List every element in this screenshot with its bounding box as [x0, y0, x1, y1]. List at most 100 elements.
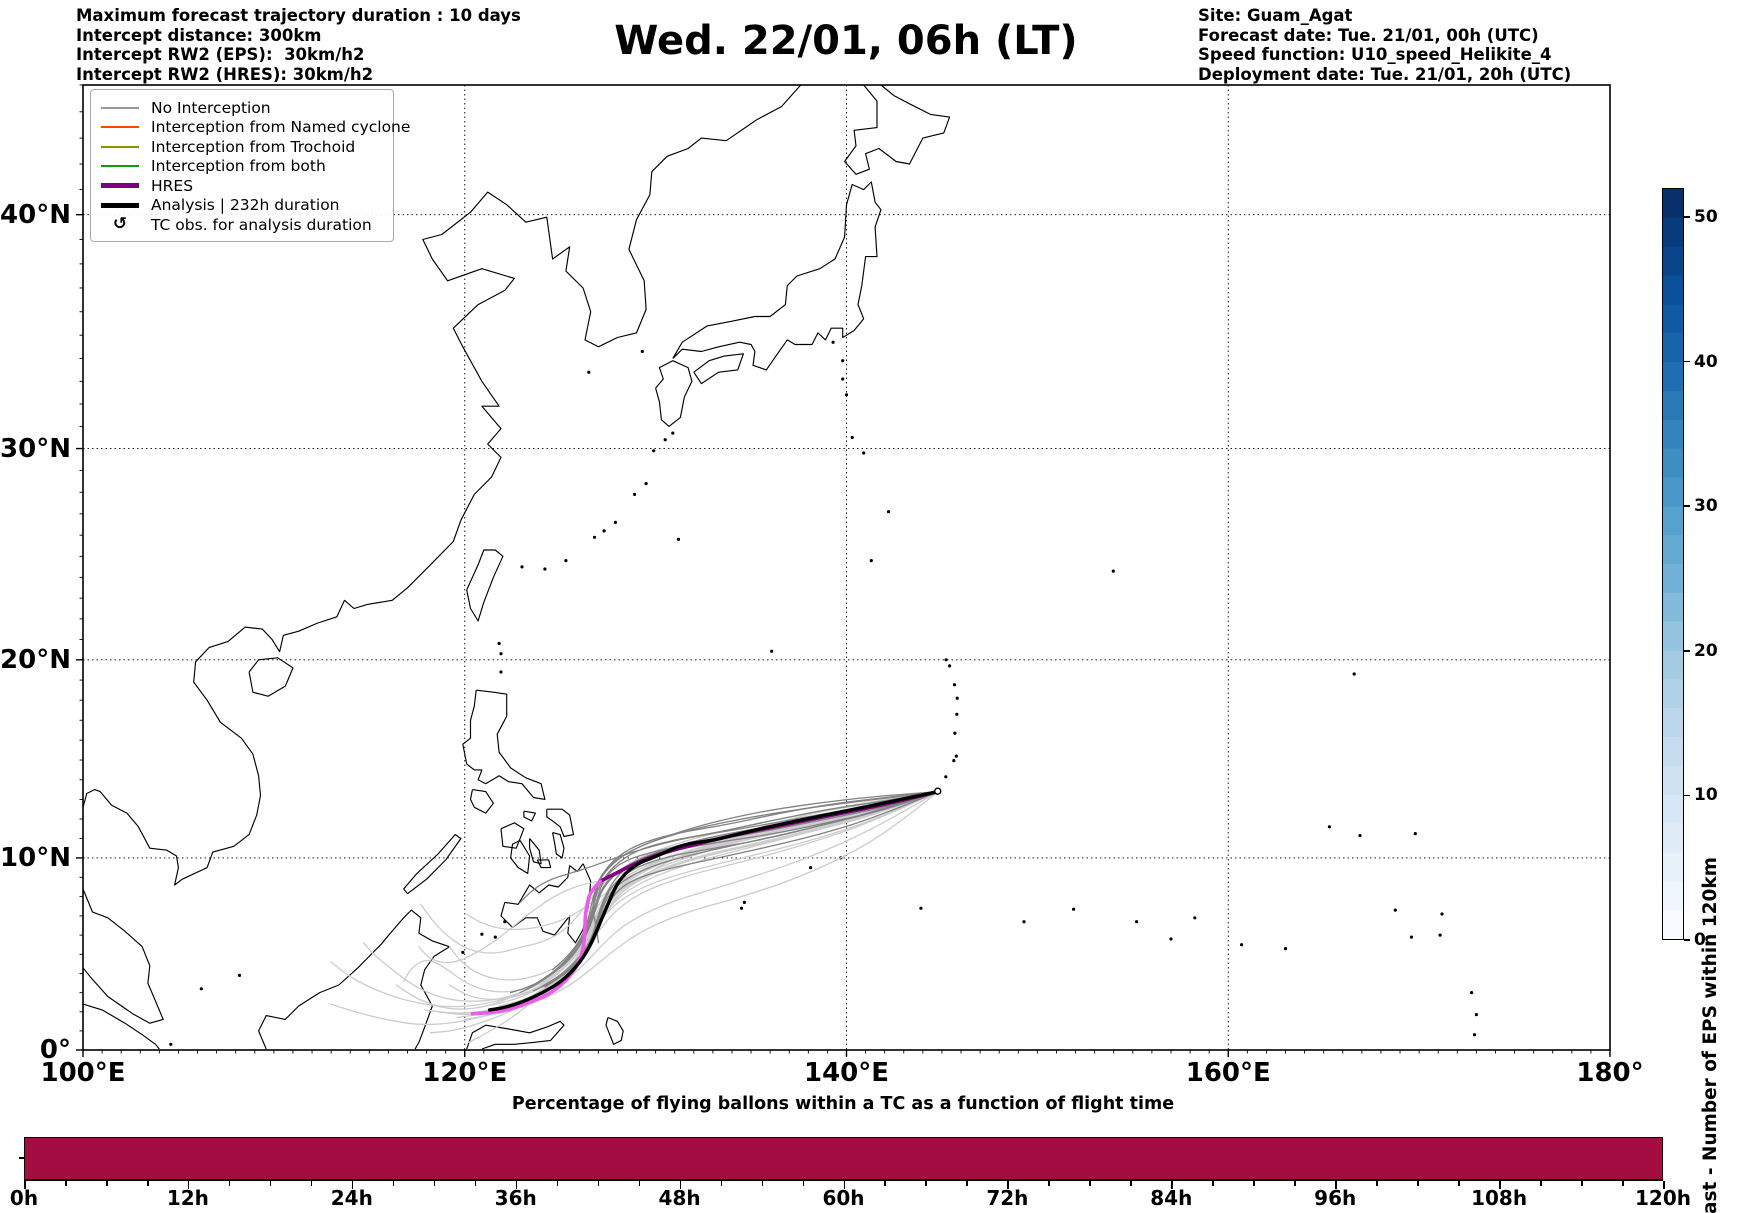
bottom-x-tick-label: 96h — [1314, 1186, 1357, 1210]
analysis-track — [487, 789, 940, 1012]
island-dot — [952, 683, 957, 687]
bottom-x-tick — [1007, 1181, 1009, 1189]
island-dot — [613, 520, 618, 525]
island-dot — [602, 529, 606, 533]
legend-line-icon — [101, 126, 139, 129]
island-dot — [944, 775, 948, 779]
coastline — [469, 789, 494, 814]
island-dot — [955, 696, 959, 700]
island-dot — [1327, 825, 1331, 829]
bottom-x-tick — [1048, 1181, 1050, 1186]
island-dot — [1413, 832, 1417, 836]
bottom-x-tick — [1171, 1181, 1173, 1189]
legend-row: ↺ TC obs. for analysis duration — [101, 215, 383, 235]
bottom-x-tick — [1458, 1181, 1460, 1186]
island-dot — [199, 987, 203, 991]
coastline — [552, 832, 565, 859]
ensemble-member-light — [330, 790, 939, 1008]
ensemble-member-light — [456, 790, 939, 1019]
bottom-x-tick — [310, 1181, 313, 1186]
island-dot — [499, 652, 503, 656]
legend-line-icon — [101, 145, 139, 148]
bottom-x-tick — [1130, 1181, 1132, 1186]
legend-label: Interception from Named cyclone — [151, 118, 411, 137]
coastline — [672, 181, 882, 371]
island-dot — [237, 973, 242, 978]
bottom-x-tick — [1663, 1181, 1665, 1189]
header-left-block: Maximum forecast trajectory duration : 1… — [76, 6, 521, 84]
bottom-x-tick — [1417, 1181, 1419, 1186]
island-dot — [676, 537, 681, 542]
colorbar-tick-label: 0 — [1694, 930, 1706, 950]
colorbar-tick — [1684, 794, 1690, 797]
coastline — [605, 1016, 624, 1045]
header-right-block: Site: Guam_Agat Forecast date: Tue. 21/01… — [1198, 6, 1571, 84]
island-dot — [1135, 920, 1139, 924]
island-dot — [671, 431, 675, 435]
island-dot — [543, 567, 547, 571]
island-dot — [652, 449, 656, 453]
bottom-x-tick-label: 72h — [986, 1186, 1029, 1210]
legend-label: TC obs. for analysis duration — [151, 215, 372, 234]
legend-line-icon — [101, 202, 139, 208]
legend-row: Interception from both — [101, 157, 383, 177]
island-dot — [948, 664, 952, 668]
coastline — [546, 808, 575, 838]
island-dot — [1352, 672, 1356, 676]
bottom-x-tick — [1376, 1181, 1378, 1186]
coastline — [248, 657, 294, 697]
ensemble-member-light — [395, 790, 939, 1010]
y-tick-label: 40°N — [0, 199, 71, 230]
coastline — [82, 1003, 160, 1050]
colorbar-tick — [1684, 360, 1690, 363]
bottom-x-tick-label: 12h — [166, 1186, 209, 1210]
bottom-x-tick — [1335, 1181, 1337, 1189]
legend-row: No Interception — [101, 98, 383, 118]
island-dot — [1111, 569, 1115, 573]
ensemble-member-dark — [519, 790, 939, 904]
bottom-chart-axis — [24, 1180, 1663, 1181]
island-dot — [1440, 912, 1444, 916]
island-dot — [663, 438, 667, 442]
island-dot — [1393, 908, 1397, 912]
island-dot — [831, 340, 835, 344]
bottom-x-tick — [228, 1181, 231, 1186]
coastline — [462, 689, 546, 800]
bottom-x-tick — [269, 1181, 272, 1186]
island-dot — [886, 510, 891, 514]
island-dot — [844, 393, 849, 397]
island-dot — [633, 492, 637, 496]
island-dot — [1438, 933, 1442, 937]
bottom-x-tick-label: 108h — [1471, 1186, 1528, 1210]
y-tick-label: 30°N — [0, 433, 71, 464]
island-dot — [955, 712, 959, 716]
island-dot — [499, 670, 503, 674]
island-dot — [841, 377, 845, 381]
island-dot — [503, 920, 507, 924]
coastline — [258, 909, 451, 1050]
bottom-x-tick-label: 24h — [330, 1186, 373, 1210]
bottom-x-tick — [474, 1181, 477, 1186]
tc-obs-marker-icon: ↺ — [112, 214, 128, 235]
colorbar-tick-label: 50 — [1694, 206, 1718, 227]
coastline — [693, 353, 744, 385]
ensemble-member-light — [362, 790, 939, 1002]
island-dot — [497, 641, 501, 646]
colorbar — [1662, 188, 1684, 940]
island-dot — [1022, 920, 1026, 924]
bottom-x-tick — [884, 1181, 887, 1186]
bottom-x-tick-label: 0h — [9, 1186, 39, 1210]
legend-line-icon — [101, 106, 139, 109]
island-dot — [1072, 907, 1076, 911]
bottom-x-tick — [433, 1181, 436, 1186]
bottom-x-tick-label: 48h — [658, 1186, 701, 1210]
bottom-x-tick — [515, 1181, 518, 1189]
coastline — [403, 834, 462, 895]
bottom-x-tick-label: 36h — [494, 1186, 537, 1210]
header-right-line: Speed function: U10_speed_Helikite_4 — [1198, 45, 1552, 64]
bottom-chart-y-tick — [19, 1157, 24, 1159]
bottom-x-tick — [187, 1181, 190, 1189]
x-tick-label: 140°E — [803, 1058, 890, 1088]
island-dot — [1169, 937, 1173, 941]
island-dot — [742, 900, 747, 905]
